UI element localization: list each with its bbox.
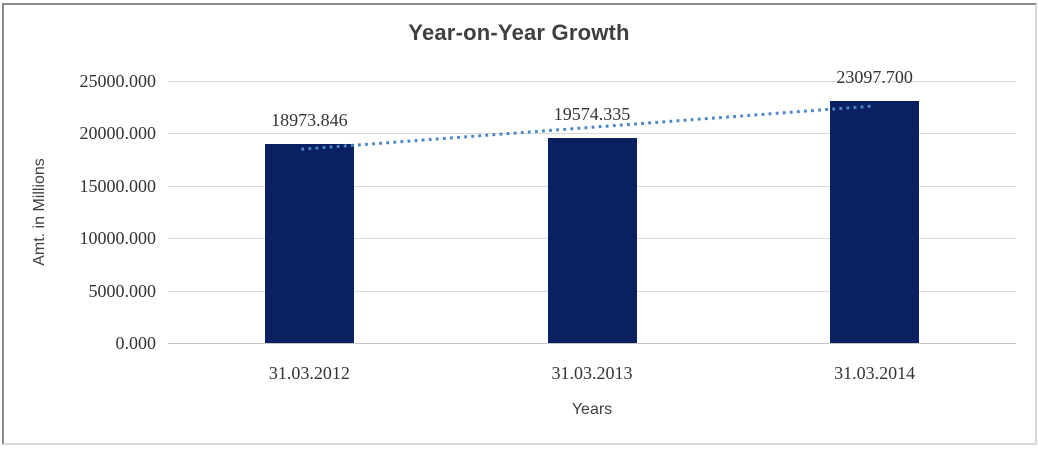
y-tick-label: 0.000 bbox=[115, 333, 157, 353]
x-tick-label: 31.03.2012 bbox=[268, 363, 350, 383]
x-axis-baseline bbox=[168, 343, 1016, 344]
gridline bbox=[168, 81, 1016, 82]
bar-value-label: 23097.700 bbox=[836, 66, 913, 87]
bar bbox=[547, 137, 637, 343]
y-tick-label: 5000.000 bbox=[88, 280, 157, 301]
x-axis-title: Years bbox=[571, 401, 613, 418]
bar bbox=[830, 100, 920, 343]
y-tick-label: 15000.000 bbox=[79, 175, 157, 196]
bar-value-label: 18973.846 bbox=[271, 110, 348, 131]
bar-value-label: 19574.335 bbox=[553, 103, 631, 124]
chart-title: Year-on-Year Growth bbox=[408, 20, 630, 45]
x-tick-label: 31.03.2013 bbox=[551, 363, 633, 383]
y-tick-label: 20000.000 bbox=[79, 123, 157, 144]
x-tick-label: 31.03.2014 bbox=[834, 363, 916, 383]
y-tick-label: 25000.000 bbox=[79, 71, 157, 91]
bar bbox=[264, 144, 354, 343]
y-tick-label: 10000.000 bbox=[79, 228, 157, 249]
